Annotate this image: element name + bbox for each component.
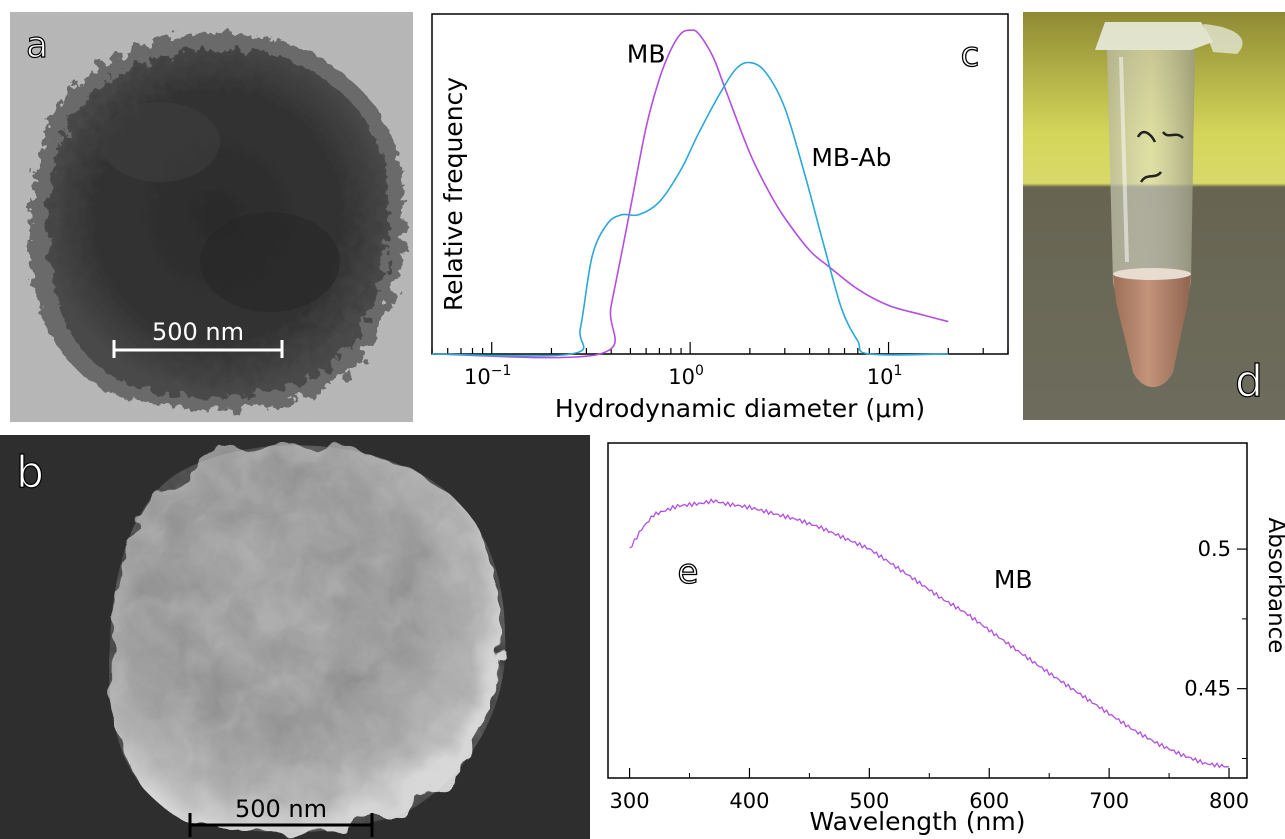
panel-b-sem-image: b 500 nm xyxy=(0,435,590,839)
x-tick-exponent: 1 xyxy=(893,363,902,379)
series-label-mb-ab: MB-Ab xyxy=(811,143,891,172)
particle-texture xyxy=(109,445,506,833)
tube-marking xyxy=(1136,130,1184,183)
x-tick-exponent: −1 xyxy=(491,363,512,379)
chart-c-panel-label: c xyxy=(961,35,980,75)
x-tick-label: 100 xyxy=(668,363,704,389)
x-tick-label: 700 xyxy=(1089,789,1129,813)
chart-e-x-axis-label: Wavelength (nm) xyxy=(810,807,1026,836)
particle-shade xyxy=(200,212,340,312)
series-label-mb: MB xyxy=(627,40,666,69)
x-tick-label: 500 xyxy=(849,789,889,813)
panel-a-tem-image: a 500 nm xyxy=(10,12,413,422)
x-tick-label: 600 xyxy=(969,789,1009,813)
scale-bar-label: 500 nm xyxy=(152,318,244,346)
series-line-mb-ab xyxy=(431,61,949,357)
chart-e-y-axis-label: Absorbance xyxy=(1263,518,1285,654)
scale-bar-label: 500 nm xyxy=(235,795,327,823)
chart-e-plot-frame xyxy=(607,442,1248,779)
tube-cap xyxy=(1095,22,1213,50)
series-line-mb xyxy=(431,29,949,359)
tube-cap-hinge xyxy=(1203,24,1243,54)
x-tick-exponent: 0 xyxy=(695,363,704,379)
panel-b-label: b xyxy=(16,447,44,498)
x-tick-label: 800 xyxy=(1209,789,1249,813)
y-tick-label: 0.5 xyxy=(1198,537,1231,561)
panel-d-photo: d xyxy=(1023,12,1285,420)
chart-c-x-axis-label: Hydrodynamic diameter (μm) xyxy=(555,394,925,423)
scale-bar: 500 nm xyxy=(112,318,284,358)
panel-a-label: a xyxy=(26,25,48,66)
panel-d-label: d xyxy=(1235,356,1263,407)
liquid-meniscus xyxy=(1113,268,1191,280)
x-tick-label: 10−1 xyxy=(464,363,511,389)
series-label-mb: MB xyxy=(994,565,1033,594)
series-line-mb xyxy=(629,498,1230,769)
particle-shade xyxy=(100,102,220,182)
chart-e-panel-label: e xyxy=(678,552,699,592)
x-tick-label: 300 xyxy=(610,789,650,813)
y-tick-label: 0.45 xyxy=(1184,677,1231,701)
x-tick-label: 101 xyxy=(867,363,903,389)
x-tick-label: 400 xyxy=(729,789,769,813)
chart-c-y-axis-label: Relative frequency xyxy=(439,77,468,311)
scale-bar: 500 nm xyxy=(188,795,374,837)
tube-liquid xyxy=(1113,274,1191,387)
tube xyxy=(1095,22,1243,387)
chart-c-plot-frame xyxy=(431,13,1009,355)
